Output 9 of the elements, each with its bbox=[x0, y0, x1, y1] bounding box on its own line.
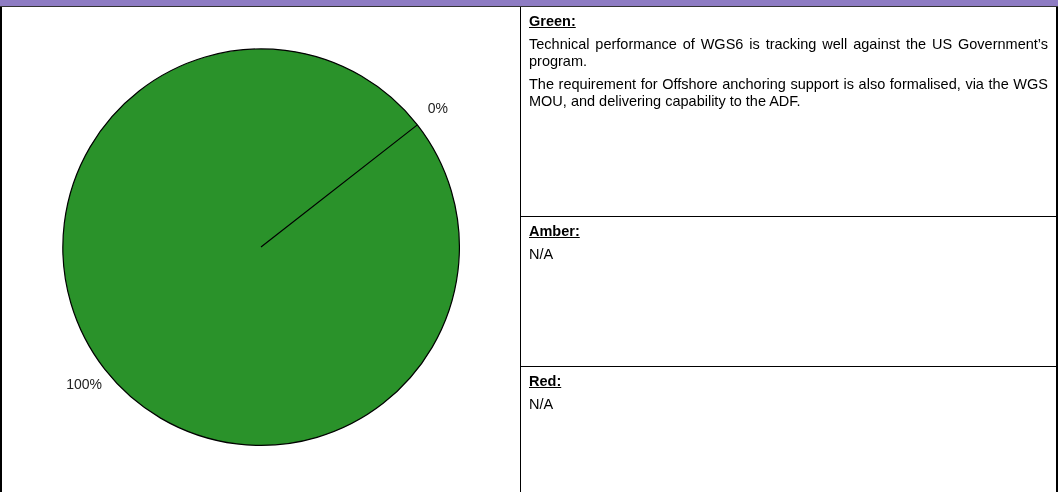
text: 0% bbox=[427, 99, 448, 116]
text: Green: bbox=[529, 13, 577, 30]
text: Red: bbox=[529, 373, 563, 390]
data-label: 100% bbox=[66, 376, 103, 393]
text: Amber: bbox=[529, 223, 581, 240]
text: The requirement for Offshore anchoring support is also formalised, via the WGS MOU, and delivering capability to the ADF. bbox=[529, 76, 1048, 110]
text: Technical performance of WGS6 is tracking well against the US Government’s program. bbox=[529, 36, 1048, 70]
text: N/A bbox=[529, 396, 555, 413]
text: N/A bbox=[529, 246, 555, 263]
